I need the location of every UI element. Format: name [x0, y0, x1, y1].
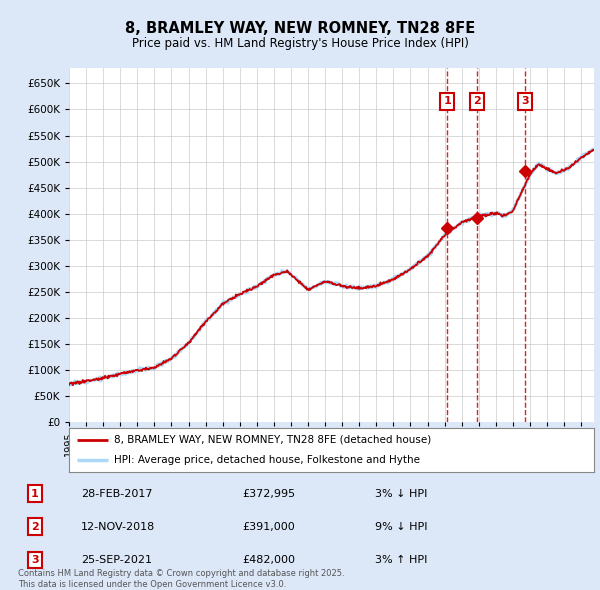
Text: 3: 3 — [521, 97, 529, 106]
Text: Price paid vs. HM Land Registry's House Price Index (HPI): Price paid vs. HM Land Registry's House … — [131, 37, 469, 50]
Text: 3% ↑ HPI: 3% ↑ HPI — [375, 555, 427, 565]
Text: 3: 3 — [31, 555, 39, 565]
Text: 8, BRAMLEY WAY, NEW ROMNEY, TN28 8FE (detached house): 8, BRAMLEY WAY, NEW ROMNEY, TN28 8FE (de… — [113, 435, 431, 445]
Text: 2: 2 — [473, 97, 481, 106]
Text: 1: 1 — [443, 97, 451, 106]
Text: £482,000: £482,000 — [242, 555, 295, 565]
Text: 2: 2 — [31, 522, 39, 532]
Text: 8, BRAMLEY WAY, NEW ROMNEY, TN28 8FE: 8, BRAMLEY WAY, NEW ROMNEY, TN28 8FE — [125, 21, 475, 35]
Text: HPI: Average price, detached house, Folkestone and Hythe: HPI: Average price, detached house, Folk… — [113, 455, 419, 465]
Text: 9% ↓ HPI: 9% ↓ HPI — [375, 522, 427, 532]
Text: 12-NOV-2018: 12-NOV-2018 — [81, 522, 155, 532]
Text: 28-FEB-2017: 28-FEB-2017 — [81, 489, 152, 499]
Text: £372,995: £372,995 — [242, 489, 296, 499]
Text: 25-SEP-2021: 25-SEP-2021 — [81, 555, 152, 565]
Text: Contains HM Land Registry data © Crown copyright and database right 2025.
This d: Contains HM Land Registry data © Crown c… — [18, 569, 344, 589]
Text: 3% ↓ HPI: 3% ↓ HPI — [375, 489, 427, 499]
Text: £391,000: £391,000 — [242, 522, 295, 532]
Text: 1: 1 — [31, 489, 39, 499]
